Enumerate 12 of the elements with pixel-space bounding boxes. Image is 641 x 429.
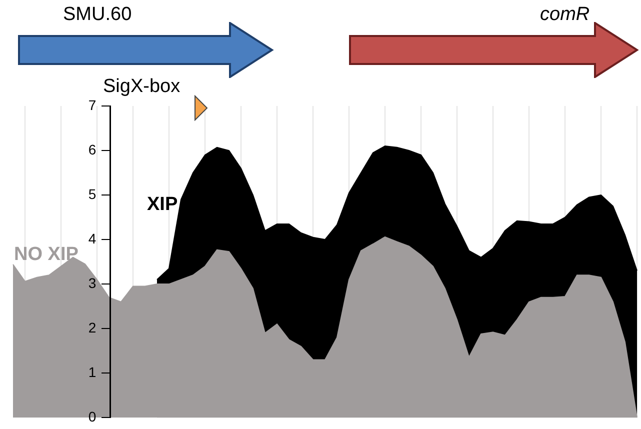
- y-tick-label: 4: [88, 230, 110, 246]
- series-label: NO XIP: [14, 244, 79, 266]
- y-tick-label: 2: [88, 319, 110, 336]
- text: SigX-box: [103, 76, 180, 98]
- y-tick-label: 5: [88, 186, 110, 202]
- series-label: XIP: [147, 194, 178, 216]
- text: comR: [540, 4, 590, 26]
- y-tick-label: 3: [88, 274, 110, 291]
- text: SMU.60: [63, 4, 132, 26]
- y-tick-label: 6: [88, 141, 110, 158]
- y-tick-label: 7: [88, 96, 110, 113]
- y-tick-label: 1: [88, 364, 110, 380]
